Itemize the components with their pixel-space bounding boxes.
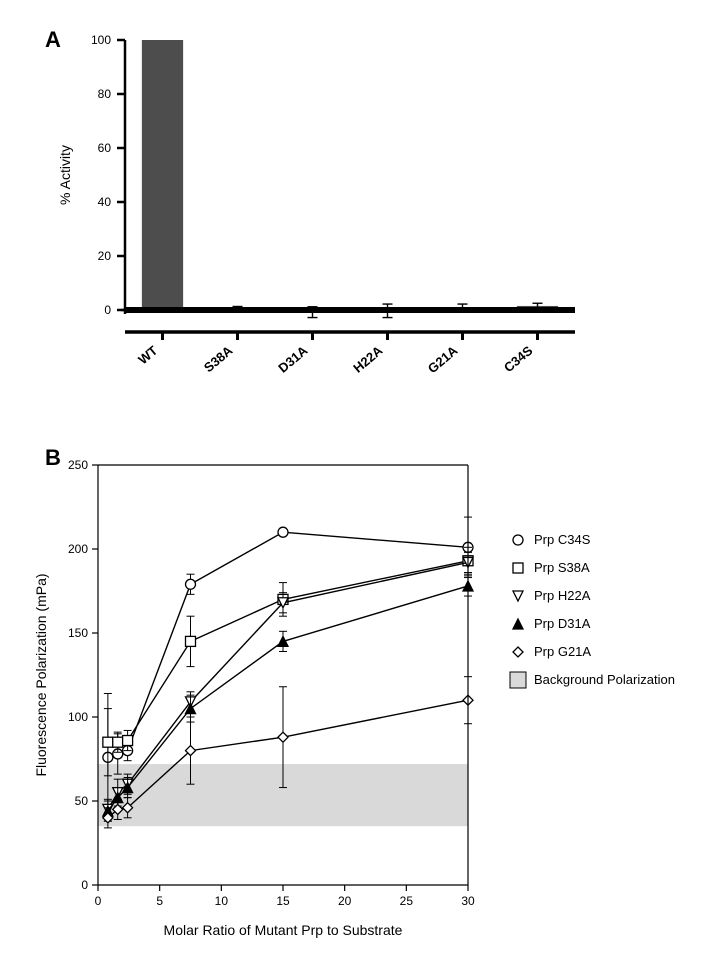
svg-text:5: 5 [156, 894, 163, 908]
svg-text:0: 0 [95, 894, 102, 908]
svg-text:0: 0 [81, 878, 88, 892]
svg-text:Fluorescence Polarization (mPa: Fluorescence Polarization (mPa) [33, 573, 49, 776]
svg-text:150: 150 [68, 626, 88, 640]
svg-text:Prp H22A: Prp H22A [534, 588, 591, 603]
svg-text:100: 100 [68, 710, 88, 724]
svg-text:0: 0 [104, 303, 111, 317]
svg-text:25: 25 [400, 894, 414, 908]
svg-text:20: 20 [98, 249, 112, 263]
svg-text:Prp G21A: Prp G21A [534, 644, 591, 659]
svg-text:Prp S38A: Prp S38A [534, 560, 590, 575]
svg-text:Prp D31A: Prp D31A [534, 616, 591, 631]
svg-text:WT: WT [135, 343, 160, 368]
svg-text:G21A: G21A [425, 342, 461, 376]
panel-a-chart: 0 20 40 60 80 100 % Activity WT S38A D31A H22A G21A… [40, 25, 722, 410]
svg-text:250: 250 [68, 458, 88, 472]
svg-text:D31A: D31A [275, 342, 311, 375]
svg-text:% Activity: % Activity [57, 145, 73, 205]
svg-text:Prp C34S: Prp C34S [534, 532, 591, 547]
svg-text:30: 30 [461, 894, 475, 908]
panel-b-chart: 0 50 100 150 200 250 0 5 10 15 20 25 30 Fluorescence … [20, 445, 722, 950]
svg-text:H22A: H22A [350, 342, 386, 375]
svg-text:S38A: S38A [201, 342, 236, 375]
svg-text:100: 100 [91, 33, 111, 47]
svg-text:Molar Ratio of Mutant Prp to S: Molar Ratio of Mutant Prp to Substrate [164, 922, 403, 938]
svg-text:40: 40 [98, 195, 112, 209]
svg-text:80: 80 [98, 87, 112, 101]
svg-text:60: 60 [98, 141, 112, 155]
figure-container: A 020406080100% ActivityWTS38AD31AH22AG2… [0, 25, 722, 950]
svg-text:15: 15 [276, 894, 290, 908]
svg-text:50: 50 [75, 794, 89, 808]
svg-text:Background Polarization: Background Polarization [534, 672, 675, 687]
svg-text:20: 20 [338, 894, 352, 908]
svg-text:10: 10 [215, 894, 229, 908]
svg-text:200: 200 [68, 542, 88, 556]
svg-text:C34S: C34S [501, 343, 536, 376]
